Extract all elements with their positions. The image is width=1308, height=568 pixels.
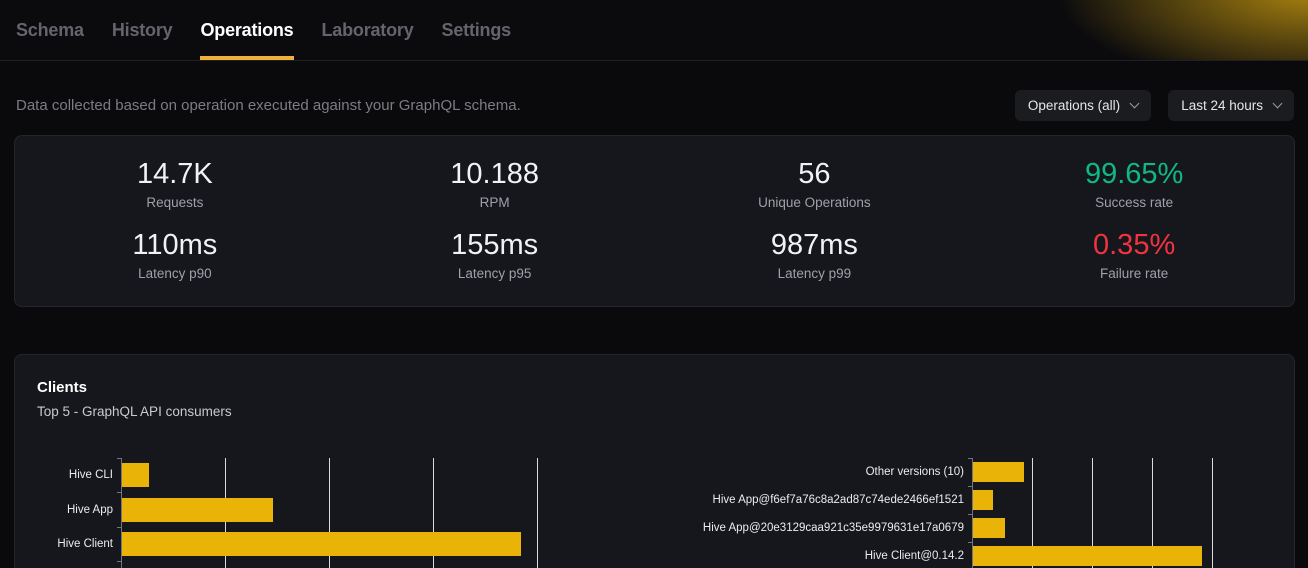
stat-label: Requests [146, 195, 204, 211]
tab-settings[interactable]: Settings [441, 19, 512, 40]
stat-value: 14.7K [136, 157, 213, 190]
bar-label: Hive App@f6ef7a76c8a2ad87c74ede2466ef152… [712, 494, 964, 506]
tab-operations-label: Operations [200, 19, 294, 40]
stat-label: Success rate [1095, 195, 1174, 211]
stat-latency-p90: 110ms Latency p90 [15, 228, 335, 282]
stat-label: Latency p95 [457, 266, 532, 282]
chart-labels: Other versions (10) Hive App@f6ef7a76c8a2… [641, 458, 972, 568]
bar-row [968, 542, 1272, 568]
bar-row [117, 526, 641, 561]
tab-schema[interactable]: Schema [16, 19, 84, 40]
stat-requests: 14.7K Requests [15, 157, 335, 211]
clients-charts: Hive CLI Hive App Hive Client Other versio… [37, 458, 1272, 568]
operations-filter-dropdown[interactable]: Operations (all) [1014, 90, 1152, 121]
bar [122, 531, 522, 556]
stat-label: Latency p90 [138, 266, 212, 282]
top-header: Schema History Operations Laboratory Set… [0, 0, 1308, 61]
bar-row [117, 458, 641, 492]
clients-card: Clients Top 5 - GraphQL API consumers Hi… [14, 354, 1295, 568]
active-tab-underline [200, 56, 294, 60]
stat-success-rate: 99.65% Success rate [974, 157, 1294, 211]
bar [973, 462, 1024, 482]
bar [973, 490, 993, 510]
stat-value: 99.65% [1084, 157, 1184, 190]
stat-value: 110ms [132, 228, 218, 261]
bar [122, 463, 150, 488]
bar-label: Hive Client [57, 537, 113, 550]
time-range-dropdown[interactable]: Last 24 hours [1168, 90, 1294, 121]
clients-title: Clients [37, 379, 88, 396]
stat-label: Latency p99 [777, 266, 852, 282]
stat-label: RPM [479, 195, 510, 211]
stat-value: 0.35% [1093, 228, 1176, 261]
stat-latency-p95: 155ms Latency p95 [335, 228, 655, 282]
stat-rpm: 10.188 RPM [335, 157, 655, 211]
chevron-down-icon [1272, 98, 1283, 109]
bar-row [117, 492, 641, 526]
bar-row [968, 514, 1272, 542]
chart-plot [968, 458, 1272, 568]
chart-labels: Hive CLI Hive App Hive Client [37, 458, 121, 568]
stat-failure-rate: 0.35% Failure rate [974, 228, 1294, 282]
bar [122, 497, 273, 522]
stat-unique-operations: 56 Unique Operations [655, 157, 975, 211]
main-nav: Schema History Operations Laboratory Set… [0, 0, 1308, 60]
tab-operations[interactable]: Operations [200, 0, 294, 60]
stats-summary-card: 14.7K Requests 10.188 RPM 56 Unique Oper… [14, 135, 1295, 307]
toolbar: Data collected based on operation execut… [16, 90, 1294, 121]
stat-value: 155ms [451, 228, 539, 261]
chart-plot [117, 458, 641, 568]
bar-row [968, 486, 1272, 514]
page-description: Data collected based on operation execut… [16, 97, 521, 114]
filter-controls: Operations (all) Last 24 hours [1014, 90, 1294, 121]
clients-by-name-chart: Hive CLI Hive App Hive Client [37, 458, 641, 568]
clients-subtitle: Top 5 - GraphQL API consumers [37, 404, 232, 419]
tab-history[interactable]: History [111, 19, 173, 40]
bar-label: Other versions (10) [865, 466, 964, 478]
bar-row [968, 458, 1272, 486]
bar-label: Hive Client@0.14.2 [864, 550, 964, 562]
bar [973, 546, 1203, 566]
tab-laboratory[interactable]: Laboratory [321, 19, 414, 40]
bar-label: Hive App@20e3129caa921c35e9979631e17a067… [702, 522, 964, 534]
stat-value: 10.188 [450, 157, 539, 190]
clients-by-version-chart: Other versions (10) Hive App@f6ef7a76c8a2… [641, 458, 1272, 568]
time-range-label: Last 24 hours [1181, 98, 1263, 113]
stat-label: Failure rate [1099, 266, 1169, 282]
bar-label: Hive CLI [68, 469, 113, 482]
stat-value: 56 [798, 157, 831, 190]
bar-label: Hive App [66, 503, 113, 516]
stat-label: Unique Operations [758, 195, 871, 211]
chevron-down-icon [1129, 98, 1140, 109]
stat-value: 987ms [770, 228, 858, 261]
operations-filter-label: Operations (all) [1027, 98, 1121, 113]
bar [973, 518, 1006, 538]
stat-latency-p99: 987ms Latency p99 [655, 228, 975, 282]
